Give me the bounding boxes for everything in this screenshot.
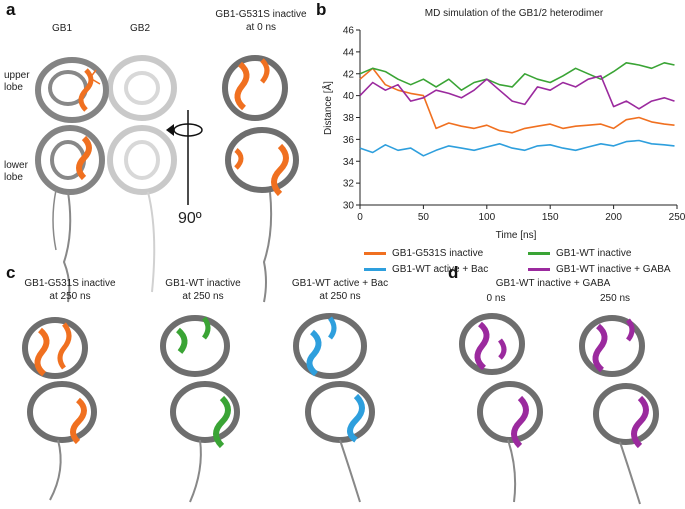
d-time-0: 0 ns [486, 293, 506, 304]
legend-label-gaba: GB1-WT inactive + GABA [556, 264, 671, 275]
panel-label-a: a [6, 0, 16, 19]
gb2-structure [107, 55, 177, 293]
c-caption-g531s-line2: at 250 ns [49, 291, 91, 302]
y-tick-label: 34 [343, 157, 355, 168]
upper-lobe-line2: lobe [4, 82, 23, 93]
legend-label-g531s: GB1-G531S inactive [392, 248, 484, 259]
y-tick-label: 42 [343, 69, 355, 80]
y-axis-label: Distance [Å] [321, 81, 334, 135]
y-tick-label: 36 [343, 135, 355, 146]
c-caption-wt-line1: GB1-WT inactive [165, 278, 241, 289]
legend-item-gaba: GB1-WT inactive + GABA [528, 264, 671, 275]
panel-a-title-line1: GB1-G531S inactive [215, 9, 307, 20]
lower-lobe-label: lower lobe [4, 160, 28, 184]
c-caption-wt: GB1-WT inactive at 250 ns [148, 277, 258, 303]
legend-swatch-orange [364, 252, 386, 255]
gb1-label: GB1 [52, 23, 73, 34]
c-caption-g531s: GB1-G531S inactive at 250 ns [10, 277, 130, 303]
rotation-arrow-icon [166, 110, 203, 205]
gb1-g531s-0ns-structure [222, 55, 299, 303]
upper-lobe-label: upper lobe [4, 70, 30, 94]
distance-chart: MD simulation of the GB1/2 heterodimer T… [321, 8, 685, 241]
panel-label-b: b [316, 0, 327, 19]
c-caption-bac: GB1-WT active + Bac at 250 ns [280, 277, 400, 303]
series-line-0 [359, 67, 675, 134]
legend-swatch-purple [528, 268, 550, 271]
panel-label-c: c [6, 263, 16, 282]
x-tick-label: 250 [669, 212, 685, 223]
series-line-3 [359, 75, 675, 110]
d-title: GB1-WT inactive + GABA [495, 278, 611, 289]
c-caption-bac-line1: GB1-WT active + Bac [291, 278, 389, 289]
legend-swatch-blue [364, 268, 386, 271]
c-gb1-wt-active-bac-structure [293, 313, 375, 503]
c-gb1-g531s-250ns-structure [22, 317, 97, 501]
legend-swatch-green [528, 252, 550, 255]
lower-lobe-line2: lobe [4, 172, 23, 183]
lower-lobe-line1: lower [4, 160, 28, 171]
gb1-structure [35, 57, 109, 303]
c-caption-g531s-line1: GB1-G531S inactive [24, 278, 116, 289]
x-tick-label: 100 [478, 212, 495, 223]
legend-label-bac: GB1-WT active + Bac [392, 264, 489, 275]
y-tick-label: 40 [343, 91, 355, 102]
y-tick-label: 32 [343, 179, 355, 190]
x-axis-label: Time [ns] [496, 230, 537, 241]
legend-label-wt: GB1-WT inactive [556, 248, 632, 259]
x-tick-label: 200 [605, 212, 622, 223]
d-time-250: 250 ns [599, 293, 631, 304]
c-gb1-wt-250ns-structure [160, 315, 240, 503]
y-tick-label: 44 [343, 47, 355, 58]
upper-lobe-line1: upper [4, 70, 30, 81]
d-gaba-250ns-structure [579, 315, 659, 505]
gb2-label: GB2 [130, 23, 151, 34]
panel-a-title: GB1-G531S inactive at 0 ns [205, 8, 317, 34]
chart-axes: 30 32 34 36 38 40 42 44 46 0 50 100 150 200 250 [343, 26, 685, 224]
series-line-2 [359, 139, 675, 157]
panel-label-d: d [448, 263, 459, 282]
x-tick-label: 50 [418, 212, 430, 223]
legend-item-g531s: GB1-G531S inactive [364, 248, 483, 259]
x-tick-label: 150 [542, 212, 559, 223]
c-caption-wt-line2: at 250 ns [182, 291, 224, 302]
y-tick-label: 46 [343, 26, 355, 37]
y-tick-label: 30 [343, 201, 355, 212]
series-line-1 [359, 61, 675, 91]
rotation-label: 90º [178, 210, 202, 227]
c-caption-bac-line2: at 250 ns [319, 291, 361, 302]
legend-item-wt: GB1-WT inactive [528, 248, 631, 259]
chart-series [359, 61, 675, 157]
legend-item-bac: GB1-WT active + Bac [364, 264, 488, 275]
chart-title: MD simulation of the GB1/2 heterodimer [425, 8, 604, 19]
d-gaba-0ns-structure [459, 313, 543, 503]
y-tick-label: 38 [343, 113, 355, 124]
panel-a-title-line2: at 0 ns [245, 22, 277, 33]
x-tick-label: 0 [357, 212, 363, 223]
